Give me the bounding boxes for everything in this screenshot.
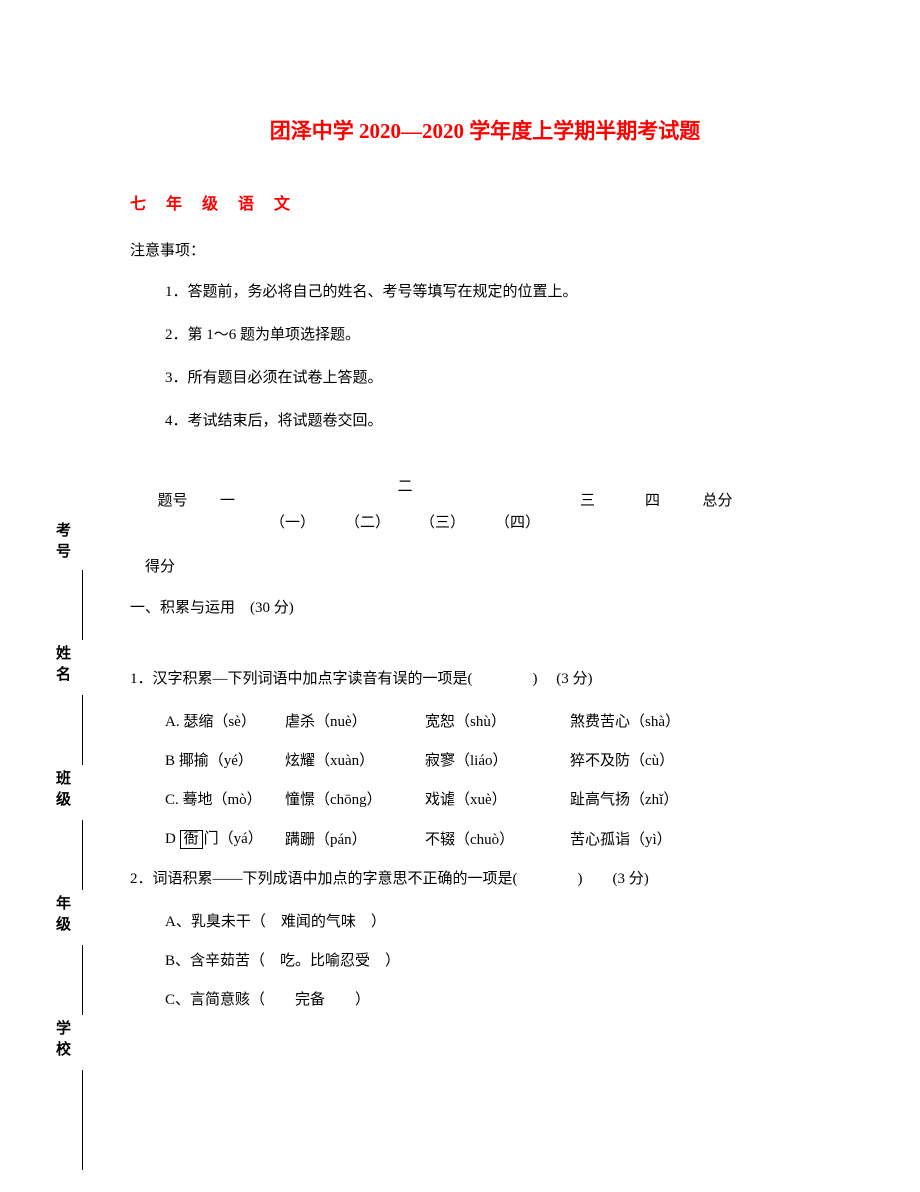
opt-text: 猝不及防（cù）	[570, 749, 674, 770]
side-line	[82, 570, 83, 640]
question-2-stem: 2．词语积累——下列成语中加点的字意思不正确的一项是( ) (3 分)	[130, 867, 840, 888]
question-2-option-a: A、乳臭未干（ 难闻的气味 ）	[130, 910, 840, 931]
opt-prefix: B	[165, 753, 175, 769]
opt-text: 不辍（chuò）	[425, 828, 570, 849]
notice-item: 1．答题前，务必将自己的姓名、考号等填写在规定的位置上。	[130, 280, 840, 301]
opt-text: 瑟缩（sè）	[183, 714, 256, 730]
table-sub-3: （三）	[405, 511, 480, 532]
opt-prefix: D	[165, 831, 176, 847]
main-content: 团泽中学 2020—2020 学年度上学期半期考试题 七 年 级 语 文 注意事…	[130, 0, 840, 1009]
side-line	[82, 1070, 83, 1170]
opt-text: 趾高气扬（zhǐ）	[570, 788, 678, 809]
question-1-option-d: D 衙门（yá） 蹒跚（pán） 不辍（chuò） 苦心孤诣（yì）	[130, 827, 840, 849]
opt-text: 揶揄（yé）	[179, 753, 253, 769]
table-col-four: 四	[620, 475, 685, 510]
table-header-label: 题号	[145, 475, 200, 510]
side-label-school: 学校	[52, 1020, 73, 1062]
table-col-one: 一	[200, 475, 255, 510]
opt-prefix: C.	[165, 792, 179, 808]
table-col-two: 二	[397, 475, 412, 496]
question-1-option-c: C. 蓦地（mò） 憧憬（chōng） 戏谑（xuè） 趾高气扬（zhǐ）	[130, 788, 840, 809]
document-subtitle: 七 年 级 语 文	[130, 190, 840, 214]
notice-label: 注意事项：	[130, 239, 840, 260]
question-2-option-c: C、言简意赅（ 完备 ）	[130, 988, 840, 1009]
opt-text: 宽恕（shù）	[425, 710, 570, 731]
table-sub-2: （二）	[330, 511, 405, 532]
opt-text: 寂寥（liáo）	[425, 749, 570, 770]
score-table: 题号 一 二 （一） （二） （三） （四） 三 四 总分	[130, 475, 840, 530]
table-sub-1: （一）	[255, 511, 330, 532]
opt-text: 戏谑（xuè）	[425, 788, 570, 809]
opt-text: 蓦地（mò）	[183, 792, 262, 808]
side-label-examno: 考号	[52, 522, 73, 564]
opt-text: 虐杀（nuè）	[285, 710, 425, 731]
question-1-option-a: A. 瑟缩（sè） 虐杀（nuè） 宽恕（shù） 煞费苦心（shà）	[130, 710, 840, 731]
question-1-option-b: B 揶揄（yé） 炫耀（xuàn） 寂寥（liáo） 猝不及防（cù）	[130, 749, 840, 770]
notice-item: 4．考试结束后，将试题卷交回。	[130, 409, 840, 430]
question-2-option-b: B、含辛茹苦（ 吃。比喻忍受 ）	[130, 949, 840, 970]
notice-item: 3．所有题目必须在试卷上答题。	[130, 366, 840, 387]
side-line	[82, 945, 83, 1015]
side-label-grade: 年级	[52, 895, 73, 937]
table-col-total: 总分	[685, 475, 750, 510]
opt-text: 蹒跚（pán）	[285, 828, 425, 849]
notice-item: 2．第 1～6 题为单项选择题。	[130, 323, 840, 344]
side-label-name: 姓名	[52, 645, 73, 687]
opt-text: 炫耀（xuàn）	[285, 749, 425, 770]
side-line	[82, 820, 83, 890]
opt-prefix: A.	[165, 714, 180, 730]
question-1-stem: 1．汉字积累—下列词语中加点字读音有误的一项是( ) (3 分)	[130, 667, 840, 688]
document-title: 团泽中学 2020—2020 学年度上学期半期考试题	[130, 115, 840, 145]
opt-text: 煞费苦心（shà）	[570, 710, 680, 731]
score-row-label: 得分	[130, 555, 840, 576]
section-1-header: 一、积累与运用 (30 分)	[130, 596, 840, 617]
table-col-three: 三	[555, 475, 620, 510]
table-sub-4: （四）	[480, 511, 555, 532]
side-label-class: 班级	[52, 770, 73, 812]
opt-text: 憧憬（chōng）	[285, 788, 425, 809]
opt-text: 苦心孤诣（yì）	[570, 828, 672, 849]
boxed-char: 衙	[180, 830, 203, 849]
table-col-two-group: 二 （一） （二） （三） （四）	[255, 475, 555, 532]
side-line	[82, 695, 83, 765]
opt-text: 门（yá）	[204, 831, 263, 847]
